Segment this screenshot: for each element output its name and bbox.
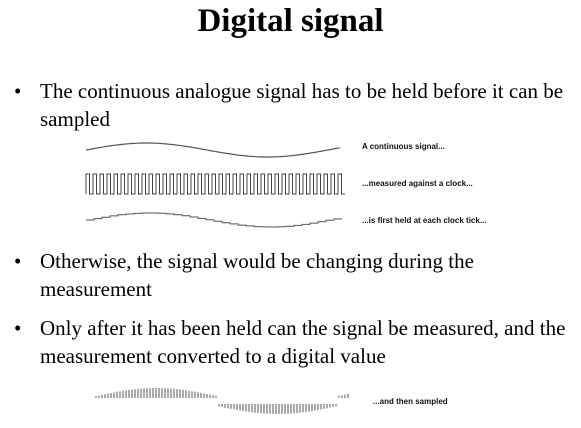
caption-sampled-signal: ...and then sampled: [373, 397, 448, 406]
sampled-signal-bars: [95, 388, 349, 414]
bullet-marker-3: •: [14, 316, 22, 340]
bullet-text-3: Only after it has been held can the sign…: [40, 316, 566, 368]
clock-signal-wave: [85, 173, 345, 195]
bullet-text-1: The continuous analogue signal has to be…: [40, 79, 564, 131]
bullet-marker-2: •: [14, 249, 22, 273]
caption-continuous-signal: A continuous signal...: [362, 142, 445, 151]
bullet-marker-1: •: [14, 79, 22, 103]
page-title: Digital signal: [197, 3, 384, 39]
caption-held-signal: ...is first held at each clock tick...: [362, 216, 487, 225]
held-signal-wave: [86, 212, 342, 228]
caption-clock: ...measured against a clock...: [362, 179, 473, 188]
continuous-signal-wave: [85, 142, 341, 158]
bullet-text-2: Otherwise, the signal would be changing …: [40, 249, 474, 301]
